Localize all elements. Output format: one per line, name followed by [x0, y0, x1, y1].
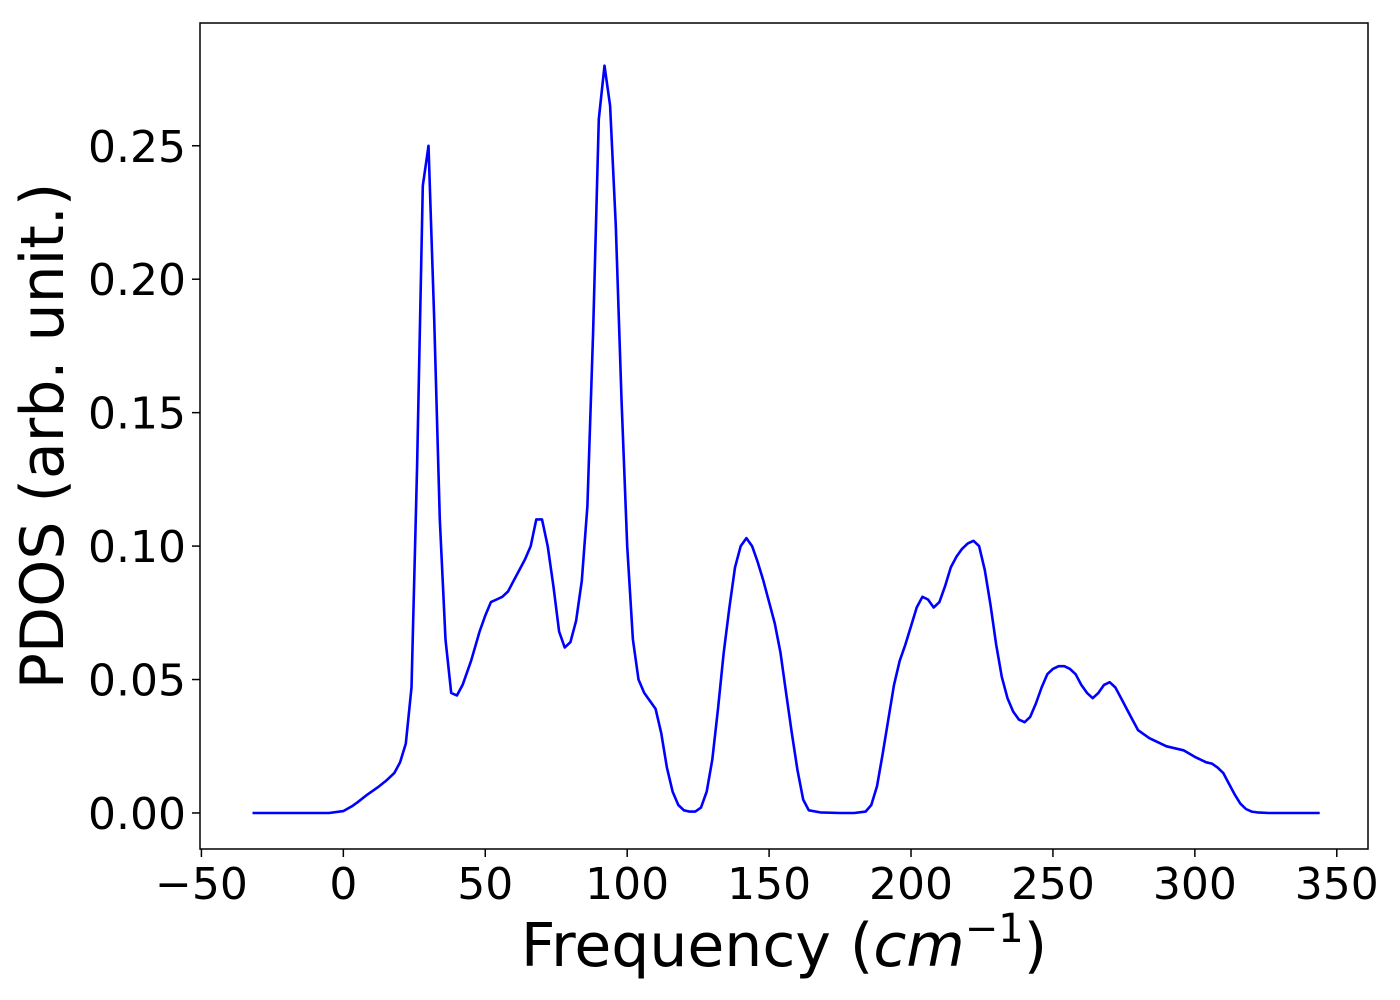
plot-frame	[199, 22, 1369, 850]
y-tick-label: 0.20	[88, 255, 186, 306]
x-axis: −50 0 50 100 150 200 250 300 350	[155, 849, 1379, 910]
x-tick-label: 100	[585, 859, 669, 910]
x-tick-label: 300	[1153, 859, 1237, 910]
y-tick-label: 0.25	[88, 122, 186, 173]
plot-area	[252, 64, 1320, 815]
y-tick-label: 0.15	[88, 389, 186, 440]
x-tick-label: 0	[329, 859, 357, 910]
x-tick-label: 200	[869, 859, 953, 910]
x-tick-label: 250	[1011, 859, 1095, 910]
x-tick-label: 350	[1295, 859, 1379, 910]
y-tick-label: 0.10	[88, 522, 186, 573]
y-axis-label: PDOS (arb. unit.)	[8, 183, 78, 690]
x-tick-label: −50	[155, 859, 248, 910]
x-tick-label: 50	[457, 859, 513, 910]
x-axis-label: Frequency (cm−1)	[521, 906, 1047, 981]
y-tick-label: 0.05	[88, 656, 186, 707]
y-tick-label: 0.00	[88, 789, 186, 840]
pdos-line-series-0	[252, 64, 1320, 815]
x-tick-label: 150	[727, 859, 811, 910]
y-axis: 0.00 0.05 0.10 0.15 0.20 0.25	[88, 122, 200, 840]
